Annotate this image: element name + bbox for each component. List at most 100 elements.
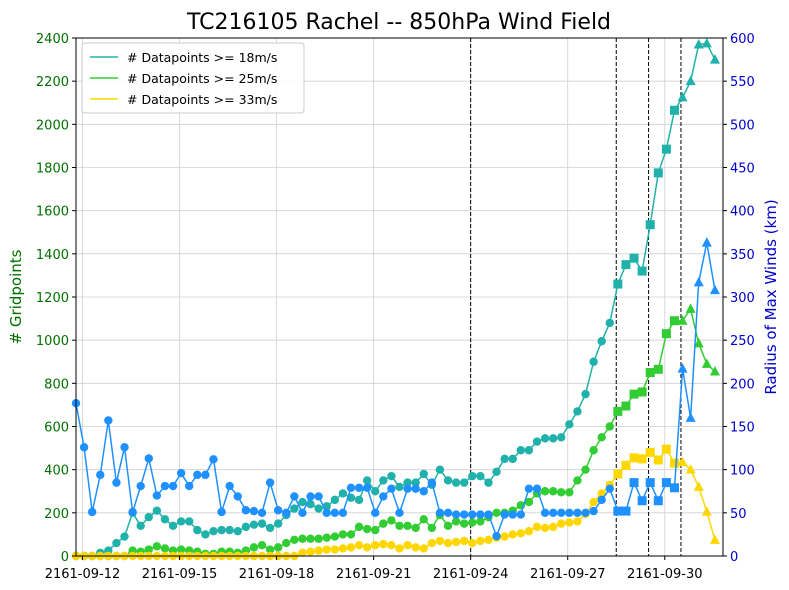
data-point [427, 523, 437, 533]
data-point [338, 530, 348, 539]
data-point [96, 470, 105, 480]
data-point [573, 517, 582, 526]
data-point [677, 91, 688, 102]
data-point [685, 412, 696, 422]
data-point [346, 543, 356, 552]
data-point [322, 533, 331, 542]
data-point [508, 530, 517, 539]
data-point [621, 401, 631, 411]
data-point [661, 329, 671, 339]
data-point [589, 497, 598, 507]
data-point [379, 492, 388, 501]
data-point [629, 453, 639, 463]
data-point [379, 476, 388, 485]
data-point [306, 534, 315, 543]
data-point [468, 518, 477, 527]
data-point [548, 434, 558, 443]
data-point [346, 530, 356, 539]
data-point [629, 389, 639, 399]
data-point [265, 478, 275, 487]
data-point [701, 237, 712, 247]
data-point [427, 478, 437, 487]
data-point [411, 523, 420, 533]
data-point [152, 542, 162, 551]
data-point [548, 508, 558, 518]
series-layer [71, 37, 720, 561]
data-point [314, 504, 323, 513]
data-point [573, 508, 582, 518]
data-point [87, 507, 97, 517]
x-tick-label: 2161-09-24 [433, 567, 509, 582]
data-point [605, 318, 614, 328]
data-point [144, 454, 153, 463]
data-point [629, 478, 639, 488]
data-point [290, 535, 299, 545]
data-point [257, 541, 267, 550]
y-right-tick-label: 500 [730, 118, 755, 133]
data-point [249, 506, 259, 516]
data-point [330, 495, 339, 505]
data-point [160, 515, 170, 524]
data-point [225, 525, 234, 535]
legend-label: # Datapoints >= 18m/s [127, 50, 277, 65]
data-point [669, 316, 679, 326]
data-point [120, 443, 129, 452]
data-point [476, 471, 485, 481]
y-left-tick-label: 1200 [36, 291, 69, 306]
data-point [500, 510, 509, 519]
data-point [136, 521, 145, 530]
data-point [460, 519, 469, 528]
data-point [637, 454, 647, 464]
data-point [395, 482, 404, 492]
data-point [273, 519, 283, 528]
data-point [685, 75, 696, 86]
data-point [362, 476, 372, 485]
data-point [298, 497, 307, 507]
y-axis-left-label: # Gridpoints [7, 249, 25, 344]
data-point [701, 37, 712, 48]
y-left-tick-label: 2200 [36, 75, 69, 90]
y-right-tick-label: 450 [730, 162, 755, 177]
data-point [468, 510, 477, 519]
data-point [669, 458, 679, 468]
series-0 [71, 37, 720, 561]
data-point [476, 536, 485, 546]
data-point [693, 337, 704, 348]
event-vlines [470, 38, 682, 556]
y-right-tick-label: 200 [730, 377, 755, 392]
data-point [709, 284, 720, 295]
data-point [128, 507, 137, 517]
data-point [403, 478, 412, 487]
data-point [120, 532, 129, 541]
data-point [451, 478, 461, 487]
y-left-tick-label: 1600 [36, 205, 69, 220]
data-point [613, 469, 623, 479]
data-point [693, 276, 704, 287]
data-point [484, 478, 493, 487]
data-point [460, 536, 469, 546]
legend-label: # Datapoints >= 25m/s [127, 71, 277, 86]
chart-title: TC216105 Rachel -- 850hPa Wind Field [186, 10, 611, 35]
data-point [613, 506, 623, 516]
data-point [362, 483, 372, 492]
data-point [314, 546, 323, 555]
data-point [669, 105, 679, 115]
data-point [443, 521, 453, 530]
data-point [709, 534, 720, 544]
data-point [516, 446, 526, 455]
data-point [677, 456, 688, 467]
data-point [532, 522, 542, 532]
x-tick-label: 2161-09-18 [239, 567, 315, 582]
data-point [112, 538, 121, 548]
data-point [573, 407, 582, 416]
data-point [557, 508, 566, 518]
data-point [354, 522, 364, 532]
data-point [460, 510, 469, 519]
y-right-tick-label: 300 [730, 291, 755, 306]
data-point [160, 544, 170, 553]
data-point [500, 454, 509, 464]
data-point [168, 481, 178, 491]
data-point [476, 517, 485, 526]
data-point [557, 433, 566, 442]
data-point [112, 478, 121, 487]
